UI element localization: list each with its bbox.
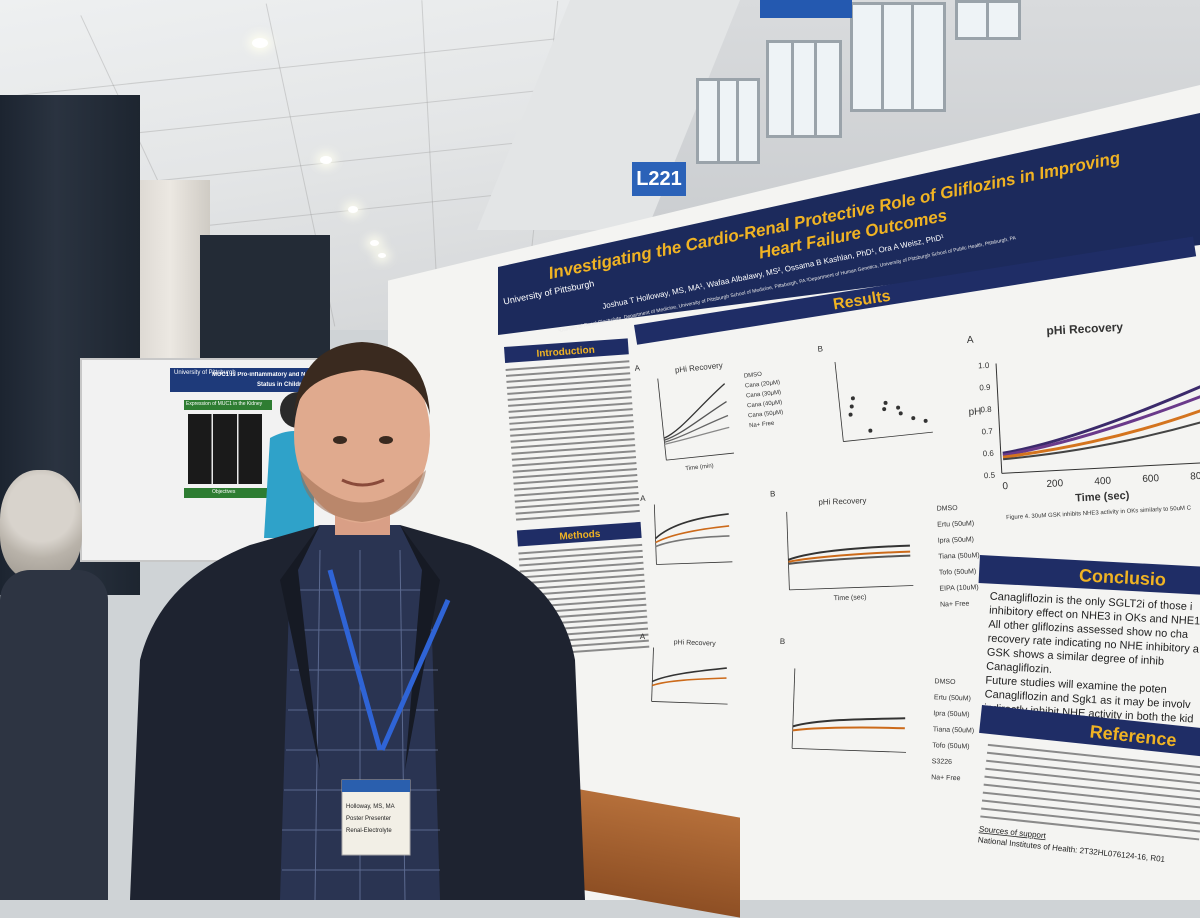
nih-grant: National Institutes of Health: 2T32HL076…	[977, 835, 1166, 864]
legend-item: Ipra (50uM)	[938, 536, 974, 544]
legend-item: Tofo (50uM)	[939, 568, 977, 576]
back-curtain	[200, 235, 330, 375]
x-tick: 800	[1190, 471, 1200, 483]
panel-label: A	[967, 335, 975, 346]
legend-item: DMSO	[744, 372, 763, 380]
panel-label: A	[634, 363, 641, 373]
legend-item: Ertu (50uM)	[934, 694, 971, 702]
hanging-sign	[760, 0, 852, 18]
y-tick: 0.7	[981, 427, 993, 437]
figure4-caption: Figure 4. 30uM GSK inhibits NHE3 activit…	[1006, 505, 1192, 521]
small-poster-subtitle: Status in Children	[257, 382, 309, 388]
section-conclusions: Conclusio	[1079, 565, 1167, 590]
legend-item: Na+ Free	[749, 421, 775, 430]
window	[955, 0, 1021, 40]
y-tick: 1.0	[978, 361, 990, 371]
microscopy-image	[188, 414, 262, 484]
y-tick: 0.9	[979, 383, 991, 393]
x-tick: 400	[1094, 476, 1112, 488]
ceiling-light	[252, 38, 268, 48]
panel-label: A	[640, 494, 646, 503]
attendee-jacket	[0, 570, 108, 900]
window	[850, 2, 946, 112]
legend-item: EIPA (10uM)	[939, 584, 978, 592]
ceiling-light	[378, 253, 386, 258]
legend-item: Na+ Free	[931, 774, 961, 782]
legend-item: DMSO	[937, 505, 959, 513]
attendee-head	[0, 470, 82, 580]
chart-title-a: pHi Recovery	[675, 361, 724, 375]
x-tick: 0	[1002, 481, 1009, 492]
ceiling-light	[370, 240, 379, 246]
axis-ph: pH	[968, 406, 981, 418]
window	[766, 40, 842, 138]
chart-title-b: pHi Recovery	[818, 496, 866, 507]
axis-time-sec: Time (sec)	[834, 594, 867, 602]
chart-title-big: pHi Recovery	[1046, 320, 1124, 338]
column	[130, 180, 210, 370]
small-poster-section: Expression of MUC1 in the Kidney	[186, 401, 263, 407]
legend-item: Tiana (50uM)	[938, 552, 980, 560]
y-tick: 0.8	[980, 405, 992, 415]
room-sign: L221	[632, 162, 686, 196]
legend-item: Cana (30μM)	[746, 390, 782, 400]
small-poster-objectives: Objectives	[212, 489, 236, 495]
axis-time-min: Time (min)	[685, 463, 714, 472]
presenter: Holloway, MS, MA Poster Presenter Renal-…	[130, 342, 585, 900]
badge-dept: Renal-Electrolyte	[346, 828, 392, 834]
window	[696, 78, 760, 164]
legend-item: Cana (40μM)	[747, 400, 783, 410]
section-results: Results	[832, 288, 892, 314]
ceiling-light	[320, 156, 332, 164]
research-poster: University of Pittsburgh Investigating t…	[498, 113, 1200, 864]
panel-label: B	[770, 489, 776, 498]
badge-name: Holloway, MS, MA	[346, 804, 395, 810]
y-tick: 0.5	[984, 471, 996, 481]
section-methods: Methods	[559, 529, 601, 543]
conclusion-line: Canagliflozin.	[986, 660, 1053, 675]
badge-role: Poster Presenter	[346, 816, 391, 822]
panel-label: B	[817, 344, 823, 354]
x-tick: 600	[1142, 473, 1160, 485]
legend-item: Cana (20μM)	[745, 380, 781, 390]
chart-title-c: pHi Recovery	[674, 639, 717, 647]
axis-time-sec-big: Time (sec)	[1075, 490, 1130, 505]
small-poster-title: MUC1 is Pro-inflammatory and Negatively …	[212, 372, 332, 378]
legend-item: DMSO	[934, 678, 956, 686]
panel-label: B	[780, 637, 786, 646]
legend-item: Ertu (50uM)	[937, 520, 974, 528]
y-tick: 0.6	[983, 449, 995, 459]
legend-item: Na+ Free	[940, 601, 970, 609]
legend-item: Tiana (50uM)	[933, 726, 975, 734]
legend-item: Cana (50μM)	[748, 410, 784, 420]
panel-label: A	[640, 632, 646, 641]
small-poster-logo: University of Pittsburgh	[174, 370, 236, 376]
section-introduction: Introduction	[536, 345, 595, 360]
ceiling-light	[348, 206, 358, 213]
x-tick: 200	[1046, 478, 1064, 490]
legend-item: Ipra (50uM)	[933, 710, 969, 718]
legend-item: S3226	[932, 758, 953, 766]
legend-item: Tofo (50uM)	[932, 742, 970, 750]
